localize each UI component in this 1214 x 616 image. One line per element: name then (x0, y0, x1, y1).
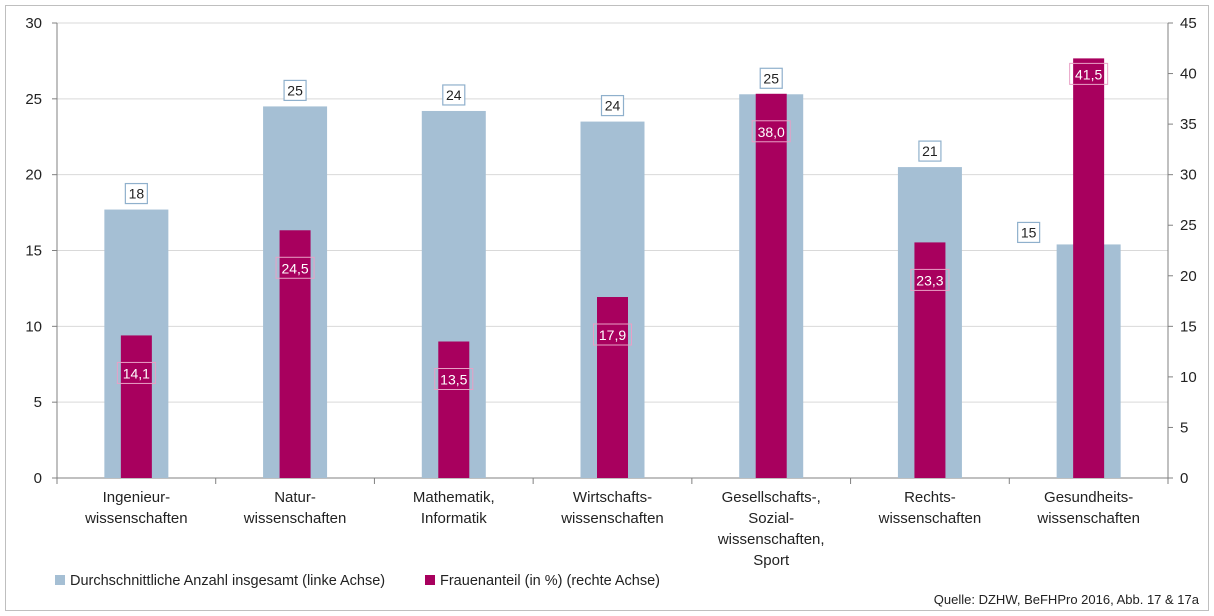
left-axis-tick-label: 5 (34, 394, 42, 411)
data-label-box-anzahl (1017, 221, 1041, 244)
left-axis-tick-label: 0 (34, 470, 42, 487)
data-label-frauenanteil: 24,5 (281, 260, 308, 276)
category-label: Sozial- (748, 510, 794, 527)
data-label-box-anzahl (283, 79, 307, 102)
data-label-box-anzahl (918, 140, 942, 162)
left-axis-tick-label: 15 (25, 243, 42, 260)
data-label-box-frauenanteil (751, 120, 791, 143)
category-label: Gesundheits- (1044, 489, 1133, 506)
bars (104, 58, 1121, 479)
category-label: Informatik (421, 510, 487, 527)
right-axis-tick-label: 10 (1180, 369, 1197, 386)
bar-frauenanteil (755, 93, 787, 479)
bar-frauenanteil (914, 242, 946, 478)
right-axis-tick-label: 35 (1180, 116, 1197, 133)
data-label-box-frauenanteil (275, 256, 315, 279)
data-label-box-frauenanteil (910, 268, 950, 291)
data-label-frauenanteil: 14,1 (123, 365, 150, 381)
bar-frauenanteil (120, 335, 152, 478)
data-label-anzahl: 18 (129, 186, 145, 202)
right-axis-tick-label: 25 (1180, 217, 1197, 234)
right-axis-tick-label: 5 (1180, 419, 1188, 436)
data-label-box-anzahl (759, 67, 783, 89)
right-axis-tick-label: 20 (1180, 268, 1197, 285)
data-labels: 18 14,1 25 24,5 24 13,5 24 17,9 25 38,0 21 23,3 15 41… (116, 62, 1109, 390)
data-label-box-frauenanteil (1069, 62, 1109, 85)
bar-frauenanteil (438, 341, 470, 478)
data-label-box-frauenanteil (434, 368, 474, 390)
right-axis-tick-label: 30 (1180, 167, 1197, 184)
data-label-anzahl: 24 (605, 98, 621, 114)
left-axis-tick-label: 20 (25, 167, 42, 184)
data-label-box-anzahl (442, 84, 466, 106)
axes: 0 5 10 15 20 25 30 0 5 10 15 20 25 30 35 40 45 (25, 15, 1196, 487)
category-label: wissenschaften (1036, 510, 1140, 527)
data-label-frauenanteil: 23,3 (916, 272, 943, 288)
category-label: wissenschaften (243, 510, 347, 527)
bar-frauenanteil (597, 297, 628, 478)
category-label: Sport (753, 552, 790, 569)
data-label-anzahl: 24 (446, 87, 462, 103)
data-label-frauenanteil: 13,5 (440, 372, 467, 388)
category-label: wissenschaften, (717, 531, 825, 548)
right-axis-tick-label: 45 (1180, 15, 1197, 32)
bar-frauenanteil (279, 230, 311, 478)
data-label-frauenanteil: 17,9 (599, 327, 626, 343)
left-axis-tick-label: 10 (25, 318, 42, 335)
legend-label-anzahl: Durchschnittliche Anzahl insgesamt (link… (70, 573, 385, 589)
right-axis-tick-label: 15 (1180, 318, 1197, 335)
category-label: wissenschaften (878, 510, 982, 527)
legend-label-frauenanteil: Frauenanteil (in %) (rechte Achse) (440, 573, 660, 589)
category-labels: Ingenieur-wissenschaften Natur-wissenscha… (84, 489, 1140, 569)
data-label-anzahl: 15 (1021, 224, 1037, 240)
category-label: Gesellschafts-, (722, 489, 821, 506)
category-label: Wirtschafts- (573, 489, 652, 506)
legend-swatch-frauenanteil (425, 575, 435, 585)
category-label: Rechts- (904, 489, 956, 506)
data-label-box-frauenanteil (593, 323, 632, 346)
right-axis-tick-label: 40 (1180, 66, 1197, 83)
category-label: Mathematik, (413, 489, 495, 506)
data-label-anzahl: 25 (763, 70, 779, 86)
category-label: Ingenieur- (103, 489, 171, 506)
legend: Durchschnittliche Anzahl insgesamt (link… (55, 573, 660, 589)
data-label-frauenanteil: 38,0 (758, 124, 785, 140)
data-label-box-frauenanteil (116, 361, 156, 384)
bar-frauenanteil (1073, 58, 1105, 479)
data-label-box-anzahl (600, 94, 625, 117)
source-note: Quelle: DZHW, BeFHPro 2016, Abb. 17 & 17… (934, 592, 1200, 607)
left-axis-tick-label: 25 (25, 91, 42, 108)
category-label: wissenschaften (560, 510, 664, 527)
data-label-anzahl: 25 (287, 82, 303, 98)
category-label: Natur- (274, 489, 316, 506)
left-axis-tick-label: 30 (25, 15, 42, 32)
data-label-anzahl: 21 (922, 143, 938, 159)
category-label: wissenschaften (84, 510, 188, 527)
legend-swatch-anzahl (55, 575, 65, 585)
data-label-frauenanteil: 41,5 (1075, 66, 1102, 82)
data-label-box-anzahl (124, 182, 148, 205)
right-axis-tick-label: 0 (1180, 470, 1188, 487)
